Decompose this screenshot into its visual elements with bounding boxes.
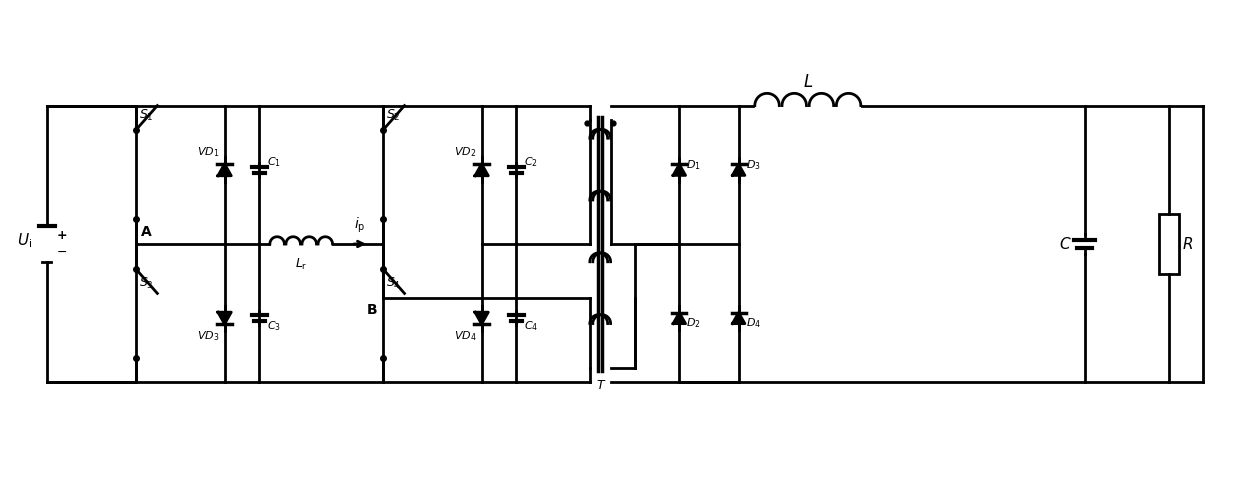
Text: B: B bbox=[367, 303, 378, 318]
Text: $L_{\rm r}$: $L_{\rm r}$ bbox=[295, 257, 308, 272]
Text: −: − bbox=[57, 246, 67, 259]
Text: T: T bbox=[596, 379, 604, 393]
Text: $VD_2$: $VD_2$ bbox=[454, 145, 476, 159]
Text: $VD_3$: $VD_3$ bbox=[197, 329, 219, 343]
Text: $C_2$: $C_2$ bbox=[525, 155, 538, 169]
Text: $VD_1$: $VD_1$ bbox=[197, 145, 219, 159]
Polygon shape bbox=[673, 313, 686, 324]
Text: $S_3$: $S_3$ bbox=[139, 276, 154, 291]
Text: $C_3$: $C_3$ bbox=[267, 319, 281, 333]
Polygon shape bbox=[733, 313, 745, 324]
Text: $C$: $C$ bbox=[1059, 236, 1071, 252]
Text: $S_2$: $S_2$ bbox=[386, 108, 401, 123]
Text: $D_2$: $D_2$ bbox=[686, 316, 701, 330]
Polygon shape bbox=[218, 312, 232, 324]
Text: $L$: $L$ bbox=[802, 73, 813, 91]
Text: $C_1$: $C_1$ bbox=[267, 155, 281, 169]
Polygon shape bbox=[218, 164, 232, 176]
Polygon shape bbox=[733, 164, 745, 175]
Text: $S_4$: $S_4$ bbox=[386, 276, 401, 291]
Text: $i_{\rm p}$: $i_{\rm p}$ bbox=[355, 216, 366, 235]
Text: $S_1$: $S_1$ bbox=[139, 108, 154, 123]
Text: $VD_4$: $VD_4$ bbox=[454, 329, 476, 343]
Polygon shape bbox=[475, 312, 489, 324]
Text: $D_1$: $D_1$ bbox=[686, 158, 701, 172]
Text: $U_{\rm i}$: $U_{\rm i}$ bbox=[17, 232, 32, 250]
Text: +: + bbox=[57, 229, 67, 242]
Text: $C_4$: $C_4$ bbox=[525, 319, 538, 333]
Text: $D_4$: $D_4$ bbox=[745, 316, 760, 330]
Text: $R$: $R$ bbox=[1183, 236, 1194, 252]
Text: $D_3$: $D_3$ bbox=[745, 158, 760, 172]
Polygon shape bbox=[673, 164, 686, 175]
Text: A: A bbox=[140, 225, 151, 239]
Polygon shape bbox=[475, 164, 489, 176]
Bar bbox=[1158, 214, 1178, 273]
